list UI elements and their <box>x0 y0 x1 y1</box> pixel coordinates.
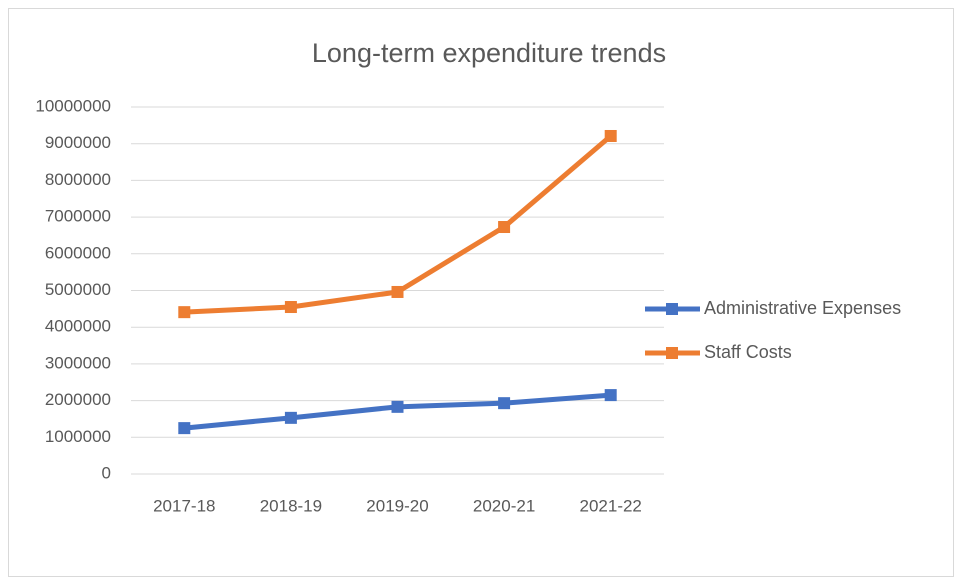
y-tick-label: 8000000 <box>45 170 111 189</box>
point-marker <box>498 397 511 410</box>
y-tick-label: 1000000 <box>45 427 111 446</box>
x-tick-label: 2018-19 <box>260 496 322 515</box>
y-tick-label: 9000000 <box>45 133 111 152</box>
point-marker <box>391 400 404 413</box>
point-marker <box>284 301 297 314</box>
x-tick-label: 2020-21 <box>473 496 535 515</box>
point-marker <box>178 422 191 435</box>
y-tick-label: 10000000 <box>35 96 111 115</box>
legend-marker <box>666 347 678 359</box>
x-tick-label: 2021-22 <box>580 496 642 515</box>
point-marker <box>284 411 297 424</box>
legend-marker <box>666 303 678 315</box>
y-tick-label: 7000000 <box>45 207 111 226</box>
point-marker <box>178 306 191 319</box>
y-tick-label: 3000000 <box>45 353 111 372</box>
y-tick-label: 4000000 <box>45 317 111 336</box>
chart-border <box>8 8 954 577</box>
point-marker <box>604 389 617 402</box>
y-tick-label: 2000000 <box>45 390 111 409</box>
y-tick-label: 0 <box>102 463 111 482</box>
x-tick-label: 2019-20 <box>366 496 428 515</box>
point-marker <box>604 129 617 142</box>
y-tick-label: 5000000 <box>45 280 111 299</box>
legend-label: Administrative Expenses <box>704 298 901 318</box>
chart-title: Long-term expenditure trends <box>312 38 666 68</box>
x-tick-label: 2017-18 <box>153 496 215 515</box>
legend-label: Staff Costs <box>704 342 792 362</box>
point-marker <box>391 285 404 298</box>
point-marker <box>498 221 511 234</box>
y-tick-label: 6000000 <box>45 243 111 262</box>
